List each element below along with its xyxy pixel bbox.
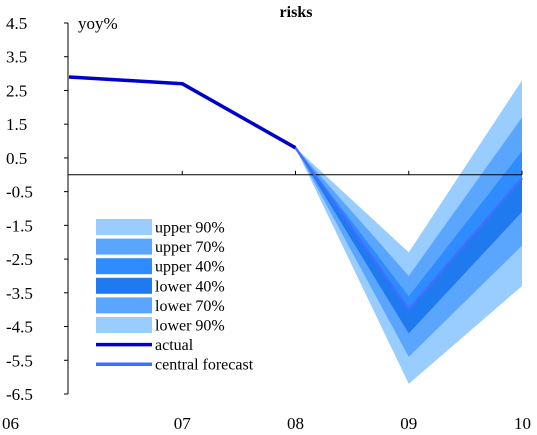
legend-label: upper 70% [155, 239, 225, 256]
chart-title: risks [280, 4, 313, 21]
fan-band-70 [295, 117, 522, 357]
legend-label: upper 90% [155, 220, 225, 237]
y-tick-label: -3.5 [6, 284, 33, 303]
legend-label: lower 70% [155, 298, 225, 315]
legend-swatch [96, 297, 152, 314]
fan-band-40-lower [295, 147, 522, 334]
x-tick-label: 09 [400, 414, 417, 433]
legend-swatch [96, 238, 152, 255]
y-axis-unit-label: yoy% [78, 14, 118, 33]
y-tick-label: 1.5 [6, 115, 27, 134]
fan-band-90 [295, 80, 522, 384]
y-tick-label: -2.5 [6, 250, 33, 269]
legend-swatch [96, 317, 152, 333]
legend-label: lower 90% [155, 318, 225, 335]
legend-swatch [96, 277, 152, 294]
tick-labels: 4.5 3.5 2.5 1.5 0.5 -0.5 -1.5 -2.5 -3.5 -4.5 -5.5 -… [2, 14, 531, 433]
y-tick-label: -4.5 [6, 318, 33, 337]
axes [64, 22, 523, 395]
actual-line [68, 75, 297, 150]
fan-bands [295, 80, 522, 384]
x-tick-label: 07 [174, 414, 192, 433]
legend-label: central forecast [155, 357, 254, 374]
x-tick-label: 08 [287, 414, 304, 433]
legend-swatch [96, 258, 152, 275]
y-tick-label: 2.5 [6, 81, 27, 100]
y-tick-label: 0.5 [6, 149, 27, 168]
legend-label: upper 40% [155, 259, 225, 276]
x-tick-label: 10 [514, 414, 531, 433]
x-tick-label: 06 [2, 414, 19, 433]
y-tick-label: 4.5 [6, 14, 27, 33]
legend-swatch [96, 219, 152, 235]
y-tick-label: 3.5 [6, 48, 27, 67]
y-tick-label: -1.5 [6, 216, 33, 235]
y-tick-label: -6.5 [6, 385, 33, 404]
y-tick-label: -0.5 [6, 183, 33, 202]
y-tick-label: -5.5 [6, 351, 33, 370]
legend-label: actual [155, 337, 194, 354]
central-forecast-line [294, 147, 523, 311]
legend: upper 90% upper 70% upper 40% lower 40% lowe… [96, 219, 254, 374]
legend-label: lower 40% [155, 278, 225, 295]
series-lines [68, 75, 523, 311]
